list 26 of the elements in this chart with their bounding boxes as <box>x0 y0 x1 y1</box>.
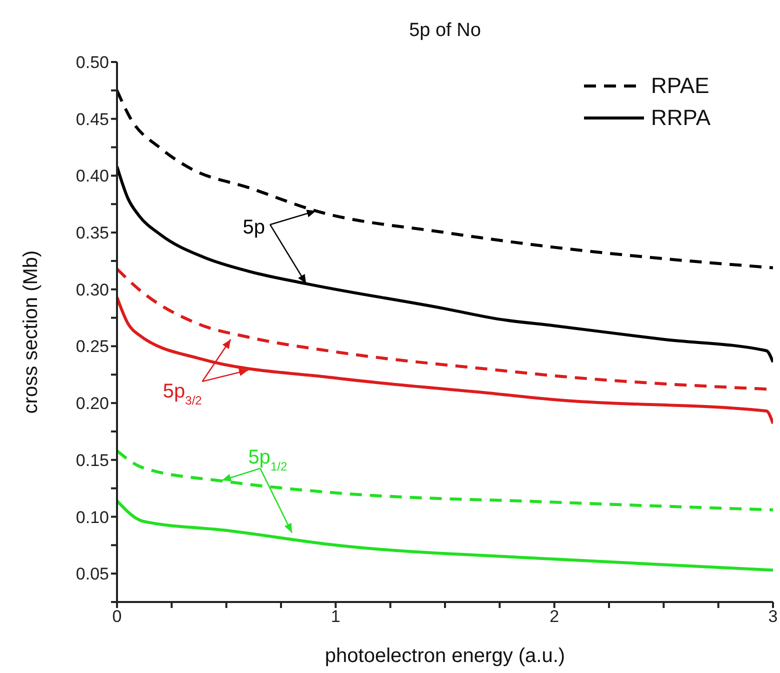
chart-title: 5p of No <box>409 20 481 41</box>
y-tick-label: 0.40 <box>76 166 109 186</box>
y-tick-label: 0.15 <box>76 450 109 470</box>
y-axis-title: cross section (Mb) <box>20 250 42 414</box>
annotation: 5p$_{1/2}$ <box>248 446 288 474</box>
y-tick-label: 0.10 <box>76 508 109 527</box>
x-tick-label: 1 <box>330 607 340 626</box>
x-tick-label: 2 <box>550 607 560 626</box>
y-tick-label: 0.30 <box>76 280 109 300</box>
annotation: 5p$_{3/2}$ <box>162 380 202 408</box>
x-tick-label: 0 <box>112 607 122 626</box>
annotation: 5p <box>242 216 265 239</box>
y-tick-label: 0.35 <box>76 224 109 243</box>
legend-label: RPAE <box>651 73 710 99</box>
line-series <box>117 449 773 512</box>
x-tick-label: 3 <box>768 607 778 626</box>
legend-label: RRPA <box>651 105 710 131</box>
line-series <box>117 499 773 572</box>
y-tick-label: 0.45 <box>76 110 109 129</box>
y-tick-label: 0.05 <box>76 564 109 584</box>
x-axis-title: photoelectron energy (a.u.) <box>324 645 566 667</box>
line-series <box>117 296 773 426</box>
y-tick-label: 0.50 <box>76 53 109 72</box>
y-tick-label: 0.20 <box>76 394 109 414</box>
y-tick-label: 0.25 <box>76 337 109 356</box>
line-series <box>117 165 773 364</box>
